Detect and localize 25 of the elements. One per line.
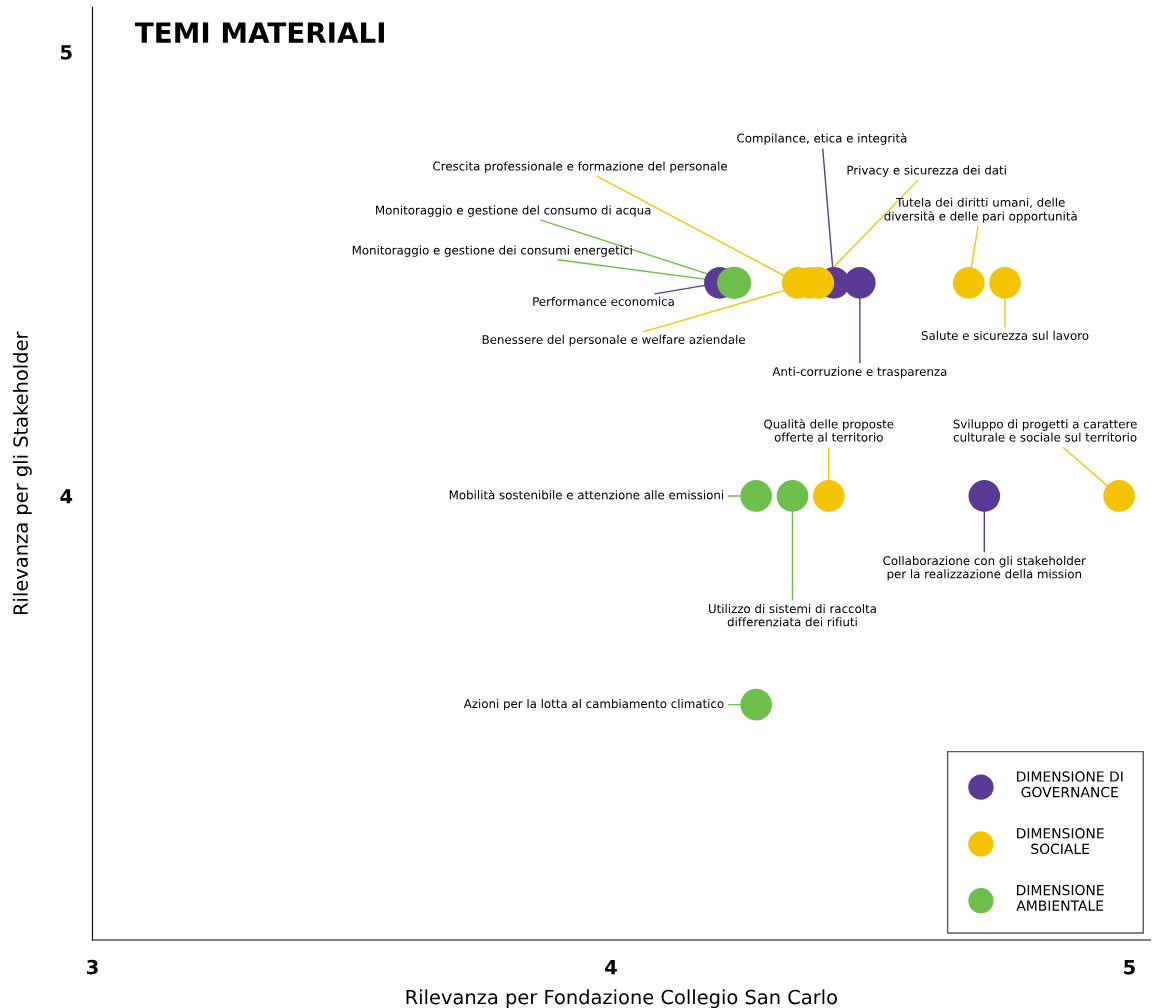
annotation: Monitoraggio e gestione dei consumi energetici (352, 245, 632, 257)
x-tick-label: 5 (1124, 960, 1135, 975)
annotation: Monitoraggio e gestione del consumo di acqua (376, 205, 651, 217)
y-axis-title: Rilevanza per gli Stakeholder (12, 331, 32, 615)
annotation: Mobilità sostenibile e attenzione alle emissioni (449, 489, 724, 500)
annotation: Crescita professionale e formazione del personale (433, 161, 728, 173)
annotation: Salute e sicurezza sul lavoro (921, 330, 1089, 340)
annotation: Performance economica (533, 296, 674, 306)
annotation: Azioni per la lotta al cambiamento climatico (463, 698, 724, 711)
legend-label: DIMENSIONE SOCIALE (1017, 828, 1104, 855)
chart-title: TEMI MATERIALI (134, 22, 384, 43)
annotation: Privacy e sicurezza dei dati (847, 165, 1006, 177)
annotation: Tutela dei diritti umani, delle diversità e delle pari opportunità (884, 197, 1077, 223)
annotation: Utilizzo di sistemi di raccolta differenziata dei rifiuti (709, 603, 876, 627)
annotation: Anti-corruzione e trasparenza (772, 366, 947, 379)
annotation: Collaborazione con gli stakeholder per la realizzazione della mission (883, 555, 1086, 581)
annotation: Sviluppo di progetti a carattere culturale e sociale sul territorio (953, 419, 1137, 442)
annotation: Qualità delle proposte offerte al territorio (764, 418, 894, 442)
annotation: Compilance, etica e integrità (737, 132, 907, 145)
legend-label: DIMENSIONE AMBIENTALE (1016, 884, 1104, 911)
x-axis-title: Rilevanza per Fondazione Collegio San Carlo (406, 989, 837, 1008)
legend-label: DIMENSIONE DI GOVERNANCE (1017, 771, 1123, 798)
x-tick-label: 4 (605, 960, 617, 975)
x-tick-label: 3 (87, 959, 98, 975)
annotation: Benessere del personale e welfare aziendale (482, 334, 745, 347)
